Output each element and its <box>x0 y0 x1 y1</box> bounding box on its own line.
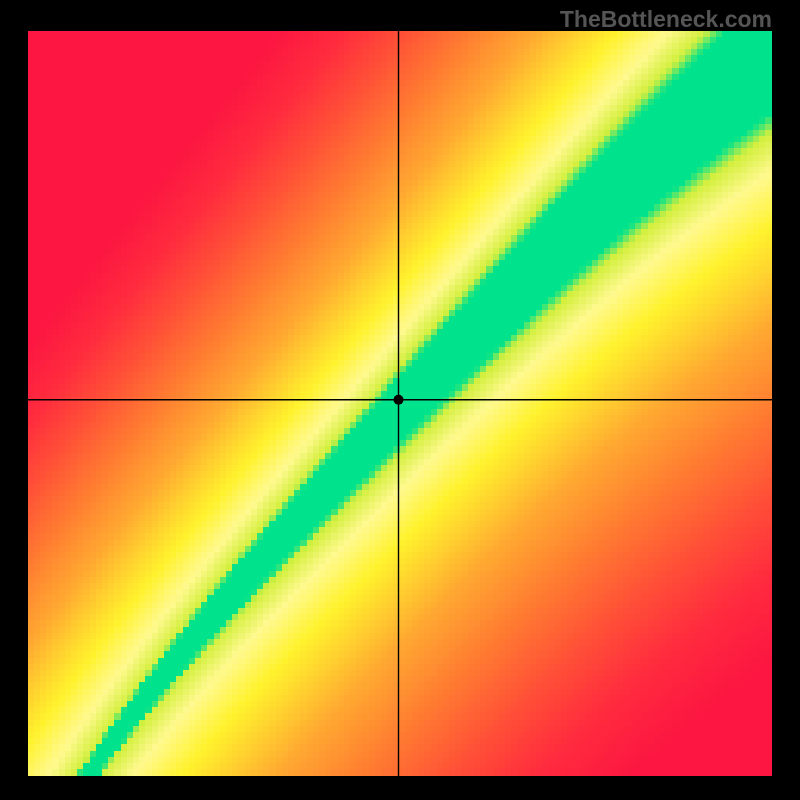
watermark-text: TheBottleneck.com <box>560 6 772 33</box>
heatmap-plot <box>28 31 772 776</box>
chart-container: TheBottleneck.com <box>0 0 800 800</box>
